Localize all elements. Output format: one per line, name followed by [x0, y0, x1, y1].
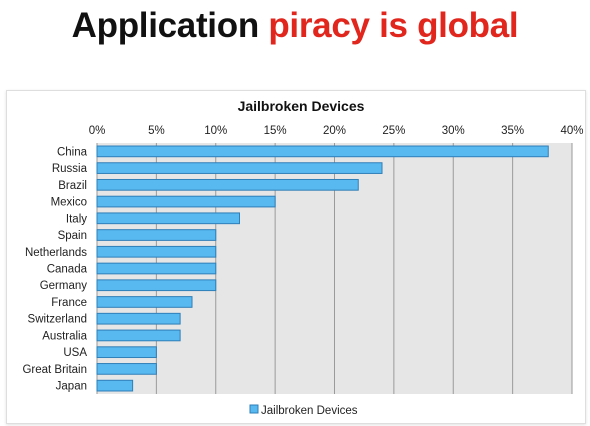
x-tick-label: 15%	[264, 125, 287, 137]
bar	[96, 212, 240, 225]
bar	[96, 145, 549, 158]
bar	[96, 379, 134, 392]
bar	[96, 312, 181, 325]
category-label: Italy	[66, 213, 87, 225]
bar	[96, 195, 276, 208]
bar	[96, 363, 157, 375]
category-label: China	[57, 146, 88, 158]
category-label: Canada	[47, 264, 88, 276]
category-label: Netherlands	[25, 247, 87, 259]
chart-container: Jailbroken Devices 0% 5% 10% 15% 20% 25% 30% 35…	[6, 90, 586, 424]
legend-swatch	[249, 404, 259, 414]
x-tick-label: 10%	[204, 125, 227, 137]
category-label: Japan	[56, 381, 87, 393]
bar	[96, 262, 217, 275]
slide-title: Application piracy is global	[0, 6, 590, 46]
bar	[96, 279, 217, 292]
bar	[96, 329, 181, 342]
category-label: Germany	[40, 280, 88, 292]
category-label: Russia	[52, 163, 88, 175]
x-tick-label: 30%	[442, 125, 465, 137]
legend-label: Jailbroken Devices	[261, 405, 358, 417]
x-tick-label: 5%	[148, 125, 165, 137]
slide-title-part-1: Application	[71, 6, 260, 45]
x-tick-label: 35%	[501, 125, 524, 137]
slide-title-part-2: piracy is global	[268, 6, 519, 45]
x-tick-label: 0%	[89, 125, 106, 137]
bar	[96, 162, 383, 174]
bar	[96, 296, 193, 308]
x-tick-label: 40%	[560, 125, 583, 137]
category-label: Spain	[58, 230, 87, 242]
x-tick-label: 25%	[382, 125, 405, 137]
plot-area: 0% 5% 10% 15% 20% 25% 30% 35% 40% China Russia Braz…	[22, 125, 583, 417]
bar-chart: Jailbroken Devices 0% 5% 10% 15% 20% 25% 30% 35…	[22, 98, 583, 417]
category-label: Mexico	[51, 197, 87, 209]
chart-title: Jailbroken Devices	[238, 98, 365, 114]
category-label: USA	[63, 347, 87, 359]
category-label: Brazil	[58, 180, 87, 192]
category-label: France	[51, 297, 87, 309]
bar	[96, 178, 359, 191]
bar	[96, 346, 157, 359]
category-label: Great Britain	[22, 364, 87, 376]
category-label: Switzerland	[28, 314, 87, 326]
bar	[96, 245, 217, 258]
category-label: Australia	[42, 330, 87, 342]
x-tick-label: 20%	[323, 125, 346, 137]
bar	[96, 229, 217, 241]
